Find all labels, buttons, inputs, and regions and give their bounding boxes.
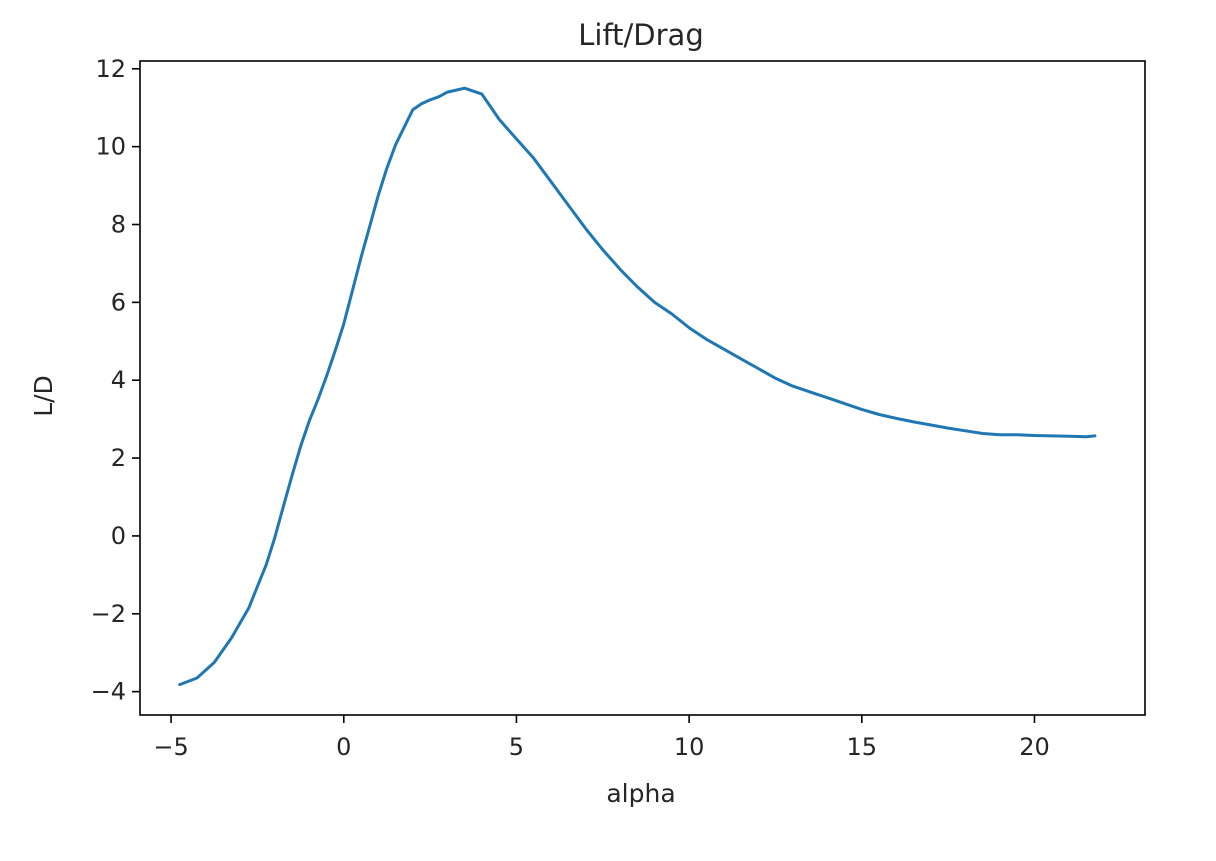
chart-title: Lift/Drag bbox=[578, 18, 704, 52]
y-tick-label: 2 bbox=[111, 444, 126, 472]
series-line bbox=[178, 86, 1097, 687]
y-axis-ticks: −4 −2 0 2 4 6 8 10 12 bbox=[91, 55, 140, 706]
y-tick-label: −2 bbox=[91, 600, 126, 628]
y-axis-label: L/D bbox=[29, 375, 58, 417]
y-tick-label: 4 bbox=[111, 366, 126, 394]
x-tick-label: 5 bbox=[509, 733, 524, 761]
plot-frame bbox=[139, 60, 1146, 716]
y-tick-label: 10 bbox=[95, 133, 126, 161]
x-tick-label: 20 bbox=[1019, 733, 1050, 761]
y-tick-label: 0 bbox=[111, 522, 126, 550]
y-tick-label: 12 bbox=[95, 55, 126, 83]
x-tick-label: 10 bbox=[674, 733, 705, 761]
y-tick-label: 8 bbox=[111, 211, 126, 239]
y-tick-label: −4 bbox=[91, 678, 126, 706]
x-axis-ticks: −5 0 5 10 15 20 bbox=[153, 715, 1050, 761]
x-tick-label: −5 bbox=[153, 733, 188, 761]
x-tick-label: 15 bbox=[847, 733, 878, 761]
x-axis-label: alpha bbox=[606, 779, 675, 808]
y-tick-label: 6 bbox=[111, 288, 126, 316]
x-tick-label: 0 bbox=[336, 733, 351, 761]
